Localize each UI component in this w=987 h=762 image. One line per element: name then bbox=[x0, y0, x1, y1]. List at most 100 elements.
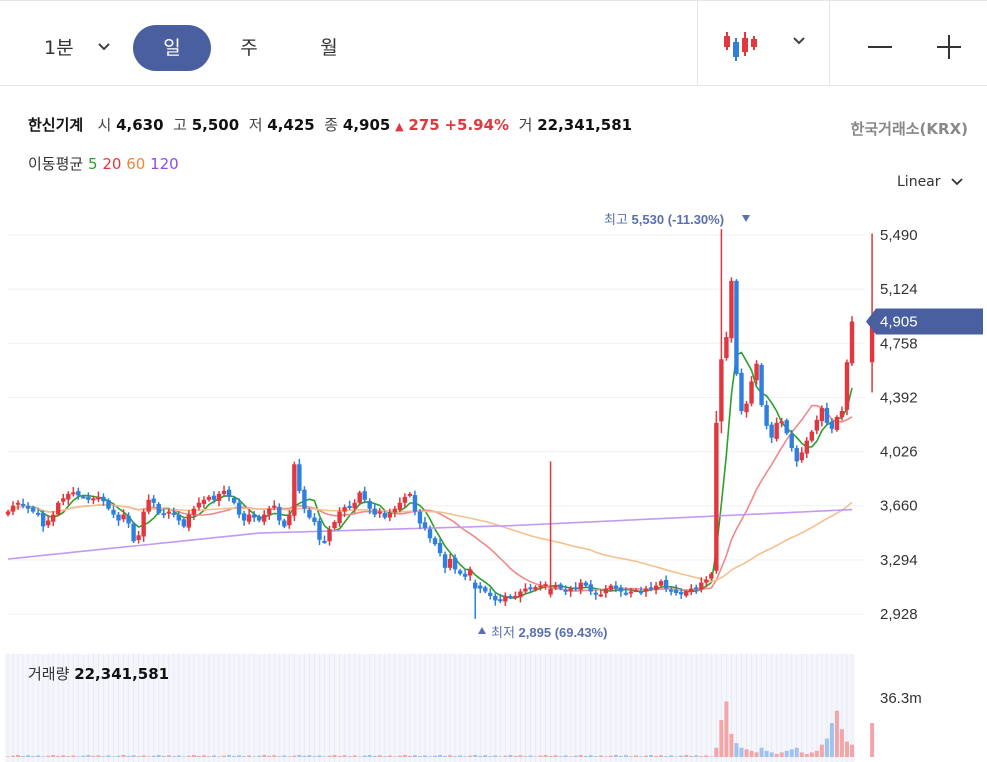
volume-bar bbox=[749, 750, 754, 757]
volume-bar bbox=[171, 756, 176, 757]
candle-body bbox=[503, 595, 508, 602]
candle-body bbox=[704, 579, 709, 583]
scale-mode-dropdown[interactable]: Linear bbox=[897, 174, 963, 190]
candle-body bbox=[588, 584, 593, 592]
volume-bar bbox=[543, 754, 548, 757]
volume-bar bbox=[201, 755, 206, 757]
tab-daily-label: 일 bbox=[163, 37, 181, 59]
candle-body bbox=[307, 509, 312, 518]
volume-bar bbox=[377, 755, 382, 757]
volume-bar bbox=[312, 756, 317, 757]
candle-body bbox=[56, 502, 61, 515]
volume-bar bbox=[136, 756, 141, 757]
candle-body bbox=[493, 595, 498, 601]
candle-body bbox=[397, 502, 403, 510]
candle-body bbox=[236, 502, 242, 515]
zoom-out-icon[interactable] bbox=[866, 37, 894, 57]
moving-average-legend[interactable]: 이동평균 5 20 60 120 bbox=[28, 153, 179, 174]
volume-bar bbox=[417, 756, 422, 757]
volume-bar bbox=[538, 755, 543, 757]
candle-body bbox=[111, 509, 116, 515]
candle-body bbox=[844, 362, 850, 410]
candle-body bbox=[387, 513, 393, 518]
candle-body bbox=[442, 554, 448, 568]
candle-body bbox=[658, 581, 664, 586]
grid-lines bbox=[8, 234, 865, 615]
candle-body bbox=[769, 424, 774, 438]
volume-bar bbox=[402, 754, 407, 757]
ma20-line bbox=[7, 404, 853, 592]
tab-weekly[interactable]: 주 bbox=[234, 25, 264, 71]
change-value: 275 bbox=[408, 116, 440, 134]
toolbar-divider bbox=[697, 1, 698, 86]
candlestick-chart-icon[interactable] bbox=[722, 28, 762, 64]
volume-bar bbox=[76, 756, 81, 757]
volume-bar bbox=[689, 755, 694, 757]
candle-body bbox=[734, 280, 739, 375]
volume-bar bbox=[593, 756, 598, 757]
volume-bar bbox=[839, 729, 844, 757]
candle-body bbox=[849, 321, 855, 364]
candle-body bbox=[221, 490, 227, 494]
volume-bar bbox=[71, 755, 76, 757]
volume-bar bbox=[694, 755, 699, 757]
tab-monthly[interactable]: 월 bbox=[314, 25, 344, 71]
candle-body bbox=[272, 505, 277, 508]
volume-bar bbox=[382, 756, 387, 757]
volume-bar bbox=[11, 755, 16, 757]
zoom-in-icon[interactable] bbox=[935, 33, 963, 61]
volume-bar bbox=[448, 755, 453, 757]
volume-bar bbox=[252, 756, 257, 757]
candle-body bbox=[498, 599, 503, 602]
tab-daily[interactable]: 일 bbox=[133, 25, 211, 71]
volume-bar bbox=[161, 755, 166, 757]
candle-body bbox=[151, 498, 156, 503]
volume-bar bbox=[196, 755, 201, 757]
candle-body bbox=[824, 408, 830, 423]
candle-body bbox=[558, 584, 563, 589]
price-chart[interactable]: 5,490 5,124 4,758 4,392 4,026 3,660 3,294 2,928… bbox=[0, 195, 987, 762]
candle-body bbox=[673, 590, 679, 593]
candle-body bbox=[578, 582, 583, 590]
volume-legend: 거래량 22,341,581 bbox=[28, 663, 169, 684]
candle-body bbox=[774, 422, 779, 439]
volume-bar bbox=[483, 755, 488, 757]
candle-body bbox=[478, 585, 483, 589]
volume-tick-label: 36.3m bbox=[880, 690, 922, 707]
volume-bar bbox=[397, 755, 402, 757]
ma5-label: 5 bbox=[87, 155, 98, 173]
volume-bar bbox=[809, 752, 814, 757]
chart-type-chevron-icon[interactable] bbox=[791, 35, 807, 47]
candle-body bbox=[598, 594, 604, 597]
volume-bar bbox=[282, 755, 287, 757]
volume-legend-value: 22,341,581 bbox=[74, 665, 170, 683]
volume-bar bbox=[217, 756, 221, 757]
candle-body bbox=[246, 514, 252, 522]
volume-bar bbox=[463, 756, 468, 757]
volume-bar bbox=[302, 755, 307, 757]
candle-body bbox=[794, 448, 799, 462]
candle-body bbox=[337, 511, 342, 524]
volume-bar bbox=[568, 756, 573, 757]
price-tick-label: 4,026 bbox=[880, 444, 918, 461]
candle-body bbox=[759, 364, 764, 406]
price-tick-label: 4,392 bbox=[880, 389, 918, 406]
volume-bar bbox=[211, 755, 216, 757]
tab-1-minute[interactable]: 1분 bbox=[44, 25, 74, 71]
candle-body bbox=[548, 588, 553, 595]
volume-bar bbox=[870, 723, 875, 757]
volume-bar bbox=[206, 756, 211, 757]
ma20-label: 20 bbox=[102, 155, 122, 173]
volume-background bbox=[5, 654, 855, 762]
volume-bar bbox=[412, 755, 417, 757]
candle-body bbox=[322, 540, 327, 543]
volume-bar bbox=[392, 756, 397, 757]
price-tick-label: 3,294 bbox=[880, 552, 918, 569]
candle-body bbox=[71, 492, 76, 495]
volume-bar bbox=[106, 755, 111, 757]
chevron-down-icon[interactable] bbox=[96, 41, 112, 53]
ma60-label: 60 bbox=[126, 155, 146, 173]
candle-body bbox=[25, 505, 31, 509]
candle-body bbox=[5, 511, 11, 515]
candle-body bbox=[568, 588, 573, 592]
